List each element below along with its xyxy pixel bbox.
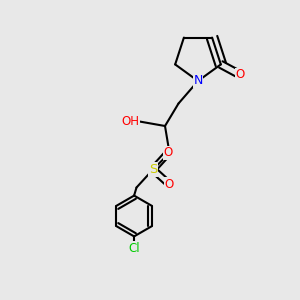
Text: O: O <box>165 178 174 191</box>
Text: Cl: Cl <box>128 242 140 255</box>
Text: O: O <box>164 146 172 160</box>
Text: S: S <box>149 163 157 176</box>
Text: OH: OH <box>122 115 140 128</box>
Text: N: N <box>193 74 203 88</box>
Text: O: O <box>236 68 245 81</box>
